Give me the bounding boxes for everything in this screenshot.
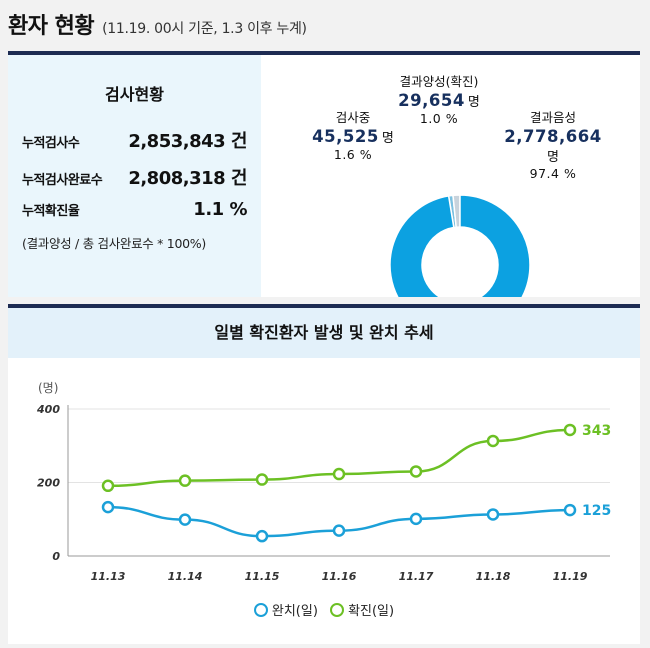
y-tick-label: 0: [52, 550, 60, 563]
y-axis-label: (명): [38, 381, 58, 395]
data-point[interactable]: [255, 529, 269, 543]
data-point[interactable]: [255, 473, 269, 486]
x-tick-label: 11.19: [553, 570, 588, 583]
donut-unit: 명: [467, 95, 480, 110]
donut-label-testing: 검사중 45,525 명 1.6 %: [303, 107, 403, 162]
test-summary-box: 검사현황 누적검사수 2,853,843 건 누적검사완료수 2,808,318…: [8, 55, 261, 297]
x-tick-label: 11.16: [322, 570, 357, 583]
data-point[interactable]: [486, 434, 500, 448]
donut-label-text: 결과음성: [529, 110, 576, 125]
donut-slice-negative[interactable]: [389, 194, 531, 336]
x-tick-label: 11.15: [245, 570, 280, 583]
donut-chart-area: 결과양성(확진) 29,654 명 1.0 % 검사중 45,525 명 1.6 %…: [261, 55, 640, 336]
stat-value: 2,808,318 건: [128, 168, 247, 189]
legend-item-confirmed[interactable]: 확진(일): [330, 600, 394, 619]
donut-label-negative: 결과음성 2,778,664 명 97.4 %: [493, 107, 613, 181]
data-point[interactable]: [178, 513, 192, 526]
chart-title: 일별 확진환자 발생 및 완치 추세: [8, 308, 640, 358]
donut-label-positive: 결과양성(확진) 29,654 명 1.0 %: [379, 71, 499, 126]
series-end-label: 125: [582, 503, 611, 519]
y-tick-label: 200: [37, 477, 60, 490]
data-point[interactable]: [332, 524, 346, 537]
chart-legend: 완치(일) 확진(일): [8, 600, 640, 621]
stat-label: 누적확진율: [22, 204, 80, 219]
stat-row-positive-rate: 누적확진율 1.1 %: [22, 199, 247, 220]
stat-value: 1.1 %: [193, 199, 247, 220]
data-point[interactable]: [486, 508, 500, 521]
donut-unit: 명: [381, 131, 394, 146]
x-tick-label: 11.13: [91, 570, 126, 583]
data-point[interactable]: [332, 467, 346, 481]
data-point[interactable]: [409, 465, 423, 478]
trend-chart-panel: 일별 확진환자 발생 및 완치 추세 (명) 0 200 400 11.13 11.14 1…: [8, 304, 640, 644]
donut-label-text: 검사중: [335, 110, 371, 125]
legend-label: 완치(일): [271, 604, 318, 619]
stat-label: 누적검사완료수: [22, 173, 103, 188]
page-subtitle: (11.19. 00시 기준, 1.3 이후 누계): [102, 21, 307, 37]
page-title: 환자 현황: [8, 14, 95, 39]
data-point[interactable]: [563, 503, 577, 517]
donut-label-text: 결과양성(확진): [399, 74, 479, 89]
legend-marker-recovered: [253, 602, 268, 617]
x-tick-label: 11.17: [399, 570, 434, 583]
donut-value: 2,778,664: [504, 127, 602, 146]
donut-percent: 1.0 %: [419, 111, 459, 126]
donut-unit: 명: [547, 150, 559, 165]
data-point[interactable]: [178, 474, 192, 487]
data-point[interactable]: [101, 479, 115, 493]
page-header: 환자 현황 (11.19. 00시 기준, 1.3 이후 누계): [8, 8, 307, 40]
legend-marker-confirmed: [330, 602, 345, 617]
donut-percent: 97.4 %: [529, 166, 577, 181]
legend-label: 확진(일): [348, 604, 395, 619]
donut-value: 45,525: [312, 127, 379, 146]
line-chart: (명) 0 200 400 11.13 11.14 11.15 11.16 11.17 11.18…: [36, 381, 611, 583]
donut-value: 29,654: [398, 91, 465, 110]
data-point[interactable]: [101, 500, 115, 514]
legend-item-recovered[interactable]: 완치(일): [253, 600, 318, 619]
x-tick-label: 11.14: [168, 570, 203, 583]
data-point[interactable]: [409, 512, 423, 526]
data-point[interactable]: [563, 423, 577, 437]
y-tick-label: 400: [36, 403, 60, 416]
positive-rate-note: (결과양성 / 총 검사완료수 * 100%): [22, 236, 206, 251]
test-summary-title: 검사현황: [105, 85, 164, 104]
test-status-panel: 검사현황 누적검사수 2,853,843 건 누적검사완료수 2,808,318…: [8, 51, 640, 336]
stat-row-completed-tests: 누적검사완료수 2,808,318 건: [22, 164, 247, 190]
stat-value: 2,853,843 건: [128, 131, 247, 152]
stat-row-total-tests: 누적검사수 2,853,843 건: [22, 127, 247, 153]
x-tick-label: 11.18: [476, 570, 511, 583]
series-end-label: 343: [582, 423, 611, 439]
donut-percent: 1.6 %: [333, 147, 373, 162]
stat-label: 누적검사수: [22, 136, 80, 151]
